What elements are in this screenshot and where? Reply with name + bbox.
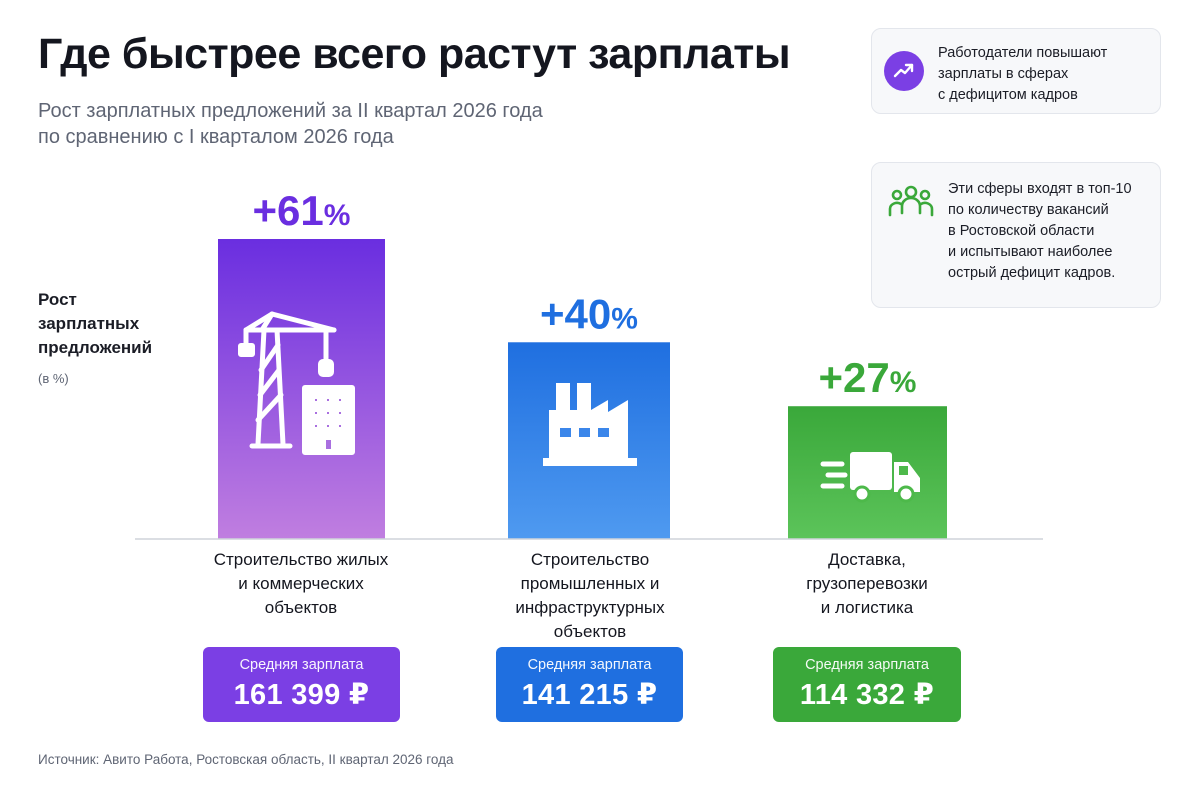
category-label-line: инфраструктурных [515, 598, 665, 617]
category-label-line: Строительство жилых [213, 550, 389, 569]
subtitle-line: по сравнению с I кварталом 2026 года [38, 126, 394, 148]
info-card-top10: Эти сферы входят в топ-10 по количеству … [871, 162, 1161, 308]
info-line: и испытывают наиболее [948, 244, 1113, 260]
page-subtitle: Рост зарплатных предложений за II кварта… [38, 98, 678, 150]
y-axis-label-line: Рост [38, 290, 77, 309]
salary-badge: Средняя зарплата 141 215 ₽ [496, 647, 683, 722]
info-card-text: Работодатели повышают зарплаты в сферах … [938, 43, 1107, 106]
category-label-line: и коммерческих [238, 574, 364, 593]
salary-value: 161 399 ₽ [233, 679, 370, 711]
salary-value: 141 215 ₽ [521, 679, 658, 711]
info-line: острый дефицит кадров. [948, 265, 1116, 281]
bar [218, 239, 385, 539]
salary-badge: Средняя зарплата 114 332 ₽ [773, 647, 961, 722]
info-line: зарплаты в сферах [938, 66, 1069, 82]
info-line: по количеству вакансий [948, 202, 1109, 218]
page-title: Где быстрее всего растут зарплаты [38, 30, 791, 78]
info-card-text: Эти сферы входят в топ-10 по количеству … [948, 179, 1132, 284]
bar-value-label: +40% [540, 290, 638, 337]
category-label-line: грузоперевозки [806, 574, 928, 593]
y-axis-label-line: предложений [38, 338, 153, 357]
category-label-line: Доставка, [828, 550, 906, 569]
bar-value-label: +61% [253, 187, 351, 234]
info-card-salary-raise: Работодатели повышают зарплаты в сферах … [871, 28, 1161, 114]
y-axis-unit: (в %) [38, 371, 69, 386]
subtitle-line: Рост зарплатных предложений за II кварта… [38, 100, 543, 122]
trend-up-icon [884, 51, 924, 91]
factory-icon [543, 383, 637, 466]
category-label: Строительство промышленных и инфраструкт… [460, 548, 720, 644]
y-axis-label: Рост зарплатных предложений [38, 288, 152, 360]
category-label-line: Строительство [530, 550, 650, 569]
source-note: Источник: Авито Работа, Ростовская облас… [38, 752, 454, 767]
y-axis-label-line: зарплатных [38, 314, 140, 333]
category-label-line: объектов [264, 598, 338, 617]
salary-label: Средняя зарплата [239, 657, 364, 673]
category-label-line: промышленных и [520, 574, 660, 593]
people-group-icon [888, 183, 934, 223]
salary-badge: Средняя зарплата 161 399 ₽ [203, 647, 400, 722]
salary-value: 114 332 ₽ [799, 679, 935, 711]
delivery-truck-icon [820, 452, 920, 503]
info-line: Эти сферы входят в топ-10 [948, 181, 1132, 197]
crane-building-icon [238, 311, 355, 455]
category-label-line: и логистика [820, 598, 914, 617]
bar-value-label: +27% [819, 354, 917, 401]
info-line: в Ростовской области [948, 223, 1095, 239]
salary-label: Средняя зарплата [805, 657, 929, 673]
category-label: Строительство жилых и коммерческих объек… [171, 548, 431, 620]
info-line: Работодатели повышают [938, 45, 1108, 61]
info-line: с дефицитом кадров [938, 87, 1078, 103]
category-label: Доставка, грузоперевозки и логистика [737, 548, 997, 620]
category-label-line: объектов [553, 622, 627, 641]
salary-label: Средняя зарплата [527, 657, 652, 673]
